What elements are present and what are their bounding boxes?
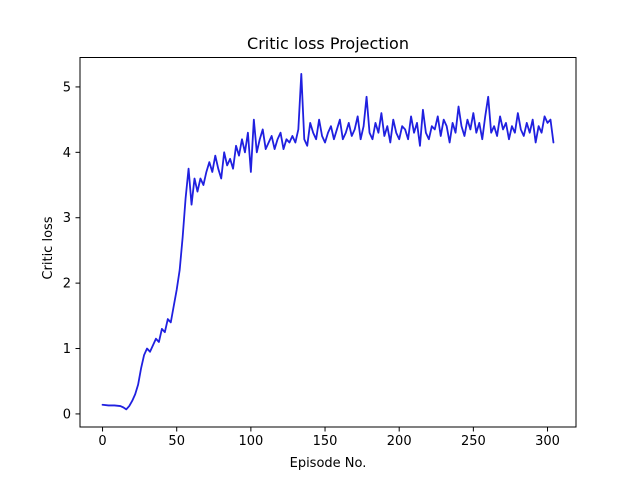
x-tick-label: 200 <box>387 434 412 449</box>
x-tick-label: 150 <box>313 434 338 449</box>
x-axis-label: Episode No. <box>290 456 367 471</box>
chart-title: Critic loss Projection <box>247 34 409 53</box>
x-axis: 0 50 100 150 200 250 300 <box>98 427 560 449</box>
y-tick-label: 4 <box>63 146 71 161</box>
y-tick-label: 1 <box>63 342 71 357</box>
y-tick-label: 0 <box>63 407 71 422</box>
x-tick-label: 0 <box>98 434 106 449</box>
y-axis: 0 1 2 3 4 5 <box>63 80 80 422</box>
y-tick-label: 5 <box>63 80 71 95</box>
series-line-critic-loss <box>101 72 555 411</box>
y-axis-label: Critic loss <box>41 216 56 279</box>
plot-frame <box>79 57 577 428</box>
x-tick-label: 250 <box>461 434 486 449</box>
x-tick-label: 50 <box>168 434 185 449</box>
y-tick-label: 3 <box>63 211 71 226</box>
plot-area <box>101 72 555 411</box>
x-tick-label: 100 <box>238 434 263 449</box>
y-tick-label: 2 <box>63 277 71 292</box>
x-tick-label: 300 <box>535 434 560 449</box>
